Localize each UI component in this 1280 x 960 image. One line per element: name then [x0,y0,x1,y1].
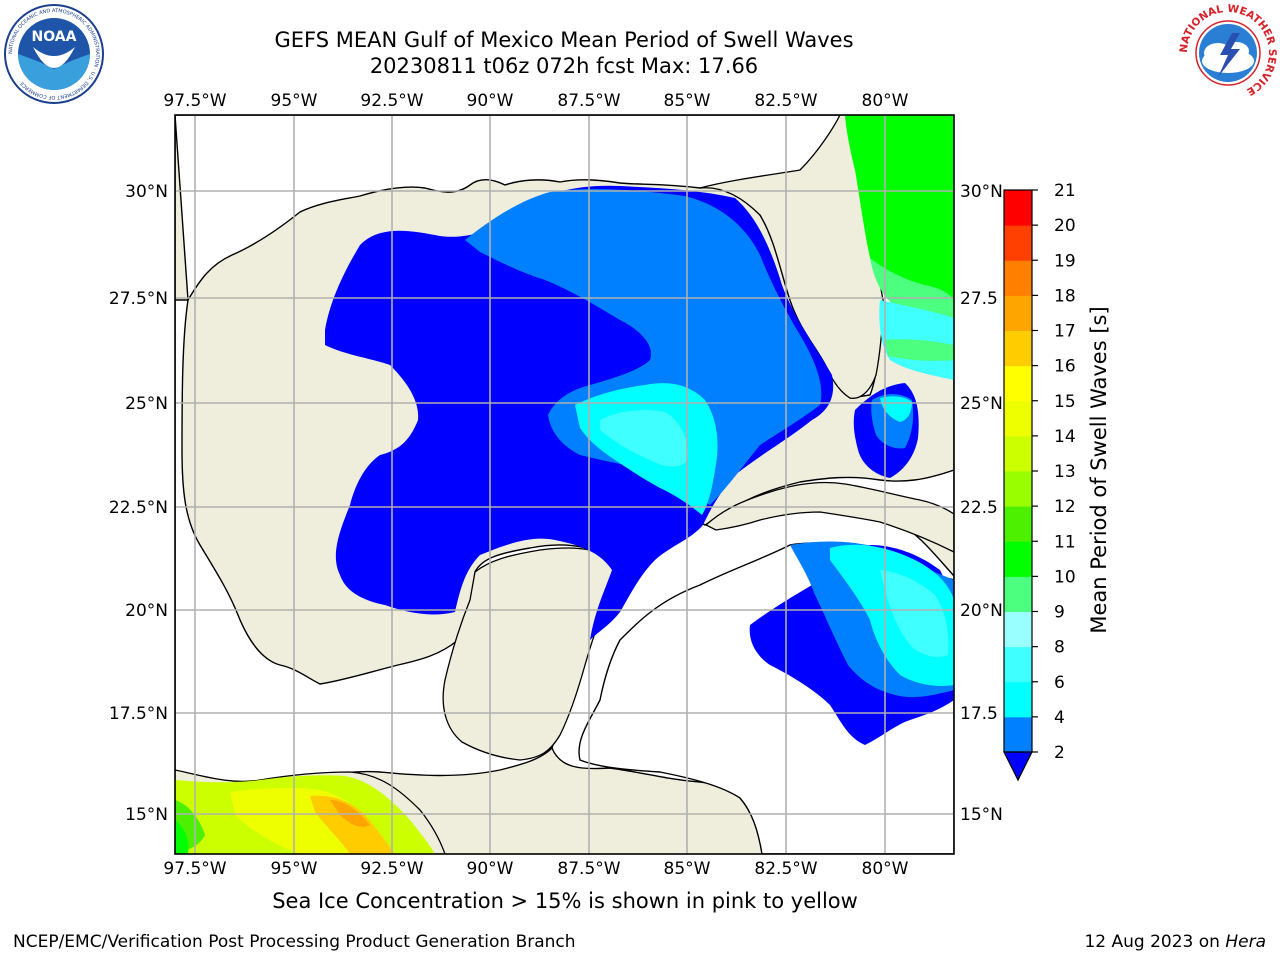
colorbar-bin [1004,330,1032,367]
lon-label-bottom: 85°W [664,859,711,879]
colorbar-tick-label: 18 [1054,286,1076,306]
colorbar-tick-label: 6 [1054,673,1065,693]
sea-ice-note: Sea Ice Concentration > 15% is shown in … [272,889,858,913]
florida [699,115,885,399]
lat-label-right: 17.5 [960,704,998,724]
footer-date: 12 Aug 2023 on Hera [1084,932,1266,952]
colorbar-bin [1004,646,1032,683]
colorbar-bin [1004,541,1032,577]
chart-title: GEFS MEAN Gulf of Mexico Mean Period of … [274,28,854,52]
lon-label-top: 87.5°W [557,91,620,111]
footer-credit: NCEP/EMC/Verification Post Processing Pr… [13,932,576,952]
lat-label-right: 30°N [960,182,1003,202]
lon-label-top: 92.5°W [360,91,423,111]
swell-field-4-6s [465,189,822,505]
lon-label-top: 90°W [467,91,514,111]
colorbar-bin [1004,611,1032,648]
colorbar-bin [1004,400,1032,437]
lat-label-left: 25°N [125,394,168,414]
chart-forecast-info: 20230811 t06z 072h fcst Max: 17.66 [369,54,759,78]
lat-label-right: 22.5 [960,498,998,518]
lon-label-bottom: 80°W [862,859,909,879]
colorbar-tick-label: 21 [1054,181,1076,201]
map-frame [174,114,955,855]
lat-label-left: 20°N [125,601,168,621]
colorbar-label: Mean Period of Swell Waves [s] [1087,306,1111,633]
colorbar-bin [1004,681,1032,718]
colorbar-tick-label: 4 [1054,708,1065,728]
nws-logo: NATIONAL WEATHER SERVICE [1178,3,1278,101]
colorbar-bin [1004,716,1032,753]
lon-label-bottom: 90°W [467,859,514,879]
lat-label-left: 15°N [125,805,168,825]
colorbar-tick-label: 19 [1054,251,1076,271]
colorbar: 2 4 6 8 9 10 11 12 13 14 15 16 17 18 19 20 21 [1003,181,1076,782]
lon-label-bottom: 92.5°W [360,859,423,879]
colorbar-tick-label: 17 [1054,322,1076,342]
footer-date-text: 12 Aug 2023 on [1084,932,1226,952]
colorbar-bin [1004,260,1032,296]
colorbar-bin [1004,576,1032,612]
footer-machine: Hera [1225,932,1266,952]
lat-label-right: 20°N [960,601,1003,621]
lat-label-left: 30°N [125,182,168,202]
lat-labels-left: 30°N 27.5°N 25°N 22.5°N 20°N 17.5°N 15°N [109,182,168,825]
colorbar-bin [1004,471,1032,507]
lon-labels-bottom: 97.5°W 95°W 92.5°W 90°W 87.5°W 85°W 82.5… [163,859,908,879]
lat-label-right: 15°N [960,805,1003,825]
lon-label-top: 80°W [862,91,909,111]
colorbar-tick-label: 8 [1054,638,1065,658]
lon-label-top: 85°W [664,91,711,111]
colorbar-tick-label: 15 [1054,392,1076,412]
colorbar-bin [1004,435,1032,472]
lon-label-top: 95°W [271,91,318,111]
colorbar-tick-label: 13 [1054,462,1076,482]
colorbar-tick-label: 12 [1054,497,1076,517]
cuba [704,481,954,553]
lat-label-left: 22.5°N [109,498,168,518]
lon-label-bottom: 82.5°W [754,859,817,879]
colorbar-tick-label: 14 [1054,427,1076,447]
colorbar-tick-label: 2 [1054,743,1065,763]
lon-label-bottom: 97.5°W [163,859,226,879]
lon-label-bottom: 87.5°W [557,859,620,879]
colorbar-tick-label: 20 [1054,216,1076,236]
colorbar-bin [1004,365,1032,402]
graticule [175,115,954,854]
yucatan [442,547,616,761]
colorbar-bin [1004,190,1032,226]
lat-label-right: 27.5 [960,289,998,309]
lat-label-left: 17.5°N [109,704,168,724]
colorbar-tick-label: 11 [1054,532,1076,552]
colorbar-tick-label: 10 [1054,567,1076,587]
lon-label-bottom: 95°W [271,859,318,879]
noaa-logo: NOAA NATIONAL OCEANIC AND ATMOSPHERIC AD… [4,4,104,104]
colorbar-tick-label: 16 [1054,357,1076,377]
lon-labels-top: 97.5°W 95°W 92.5°W 90°W 87.5°W 85°W 82.5… [163,91,908,111]
colorbar-bin [1004,506,1032,542]
lat-label-left: 27.5°N [109,289,168,309]
lon-label-top: 97.5°W [163,91,226,111]
lat-labels-right: 30°N 27.5 25°N 22.5 20°N 17.5 15°N [960,182,1003,825]
colorbar-bin [1004,295,1032,331]
lat-label-right: 25°N [960,394,1003,414]
colorbar-under-extension [1003,751,1033,782]
colorbar-tick-label: 9 [1054,603,1065,623]
noaa-logo-text: NOAA [32,29,77,45]
lon-label-top: 82.5°W [754,91,817,111]
colorbar-bin [1004,225,1032,261]
